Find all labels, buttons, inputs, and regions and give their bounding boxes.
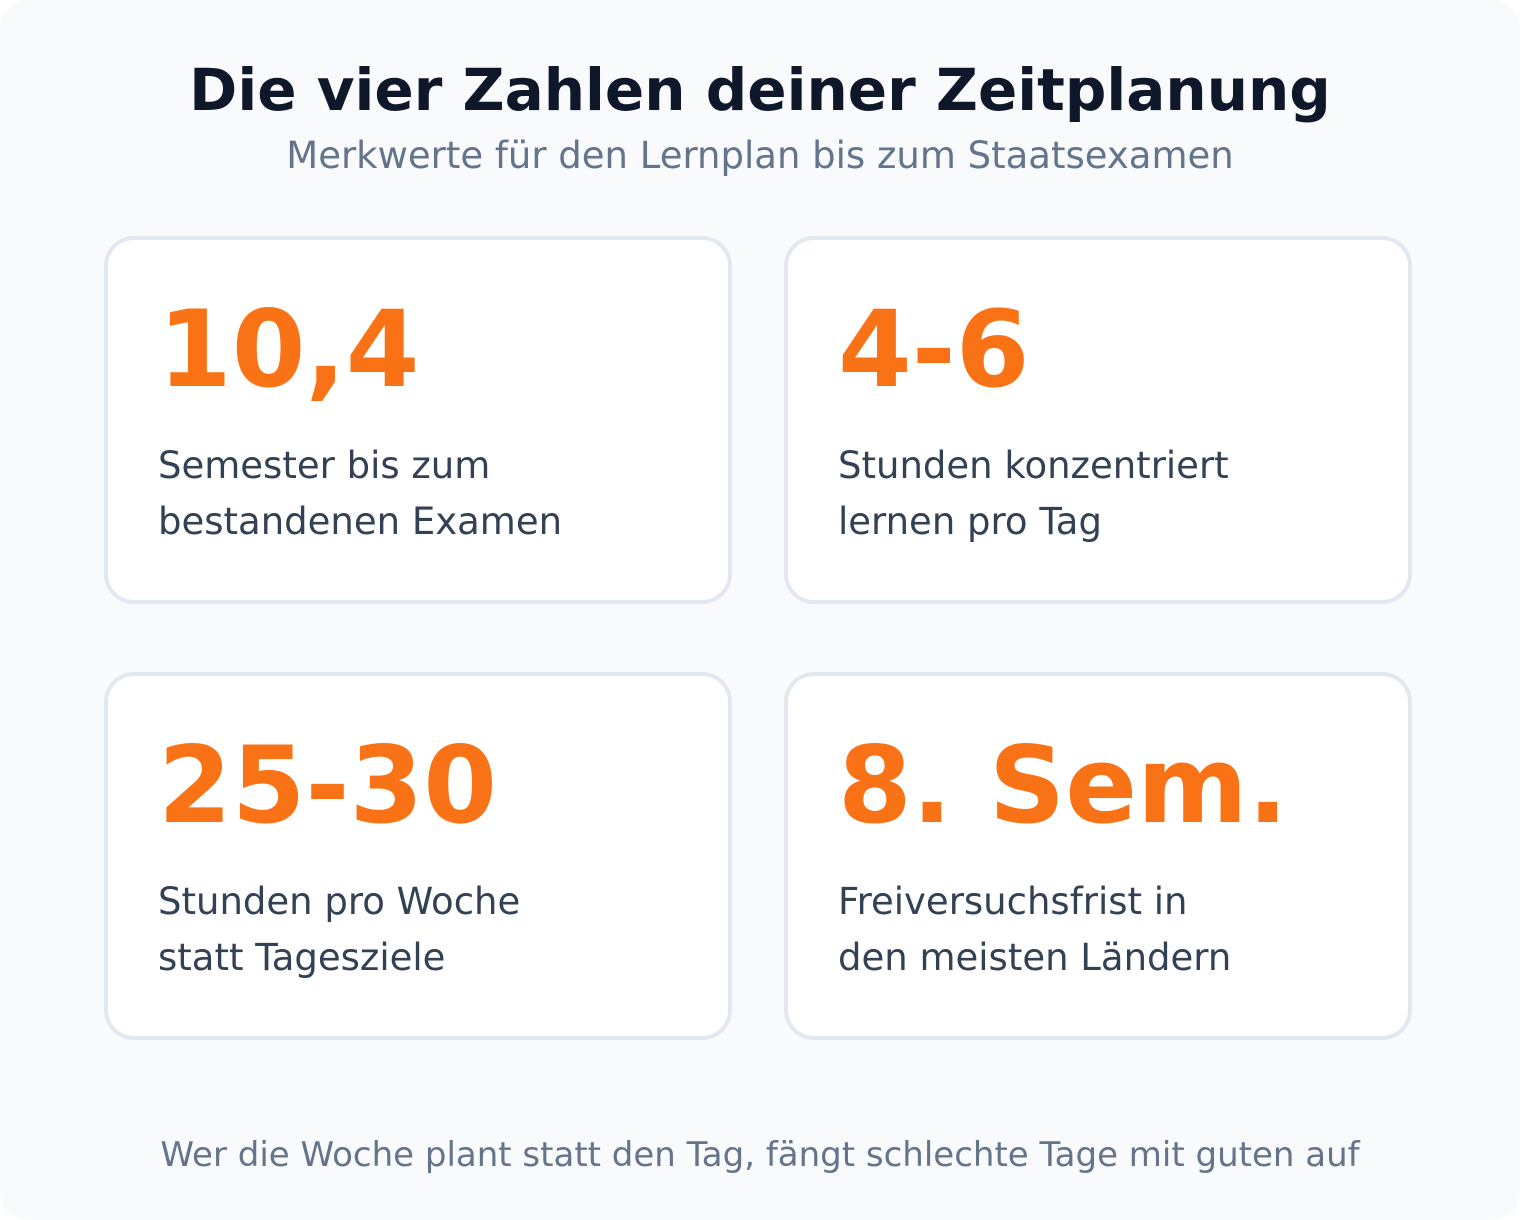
stat-value: 4-6	[838, 288, 1030, 411]
stat-label-line: den meisten Ländern	[838, 936, 1232, 979]
stat-value: 8. Sem.	[838, 724, 1288, 847]
stat-card-weekly-hours: 25-30 Stunden pro Woche statt Tagesziele	[104, 672, 732, 1040]
page-subtitle: Merkwerte für den Lernplan bis zum Staat…	[286, 134, 1234, 177]
stat-label: Semester bis zum bestandenen Examen	[158, 438, 678, 550]
stat-label-line: Stunden konzentriert	[838, 444, 1229, 487]
stat-label-line: bestandenen Examen	[158, 500, 563, 543]
stat-label-line: Semester bis zum	[158, 444, 491, 487]
stat-label-line: lernen pro Tag	[838, 500, 1102, 543]
stat-card-free-attempt: 8. Sem. Freiversuchsfrist in den meisten…	[784, 672, 1412, 1040]
stat-value: 25-30	[158, 724, 498, 847]
stat-label-line: statt Tagesziele	[158, 936, 446, 979]
page-title: Die vier Zahlen deiner Zeitplanung	[189, 56, 1331, 124]
stat-label-line: Stunden pro Woche	[158, 880, 521, 923]
stat-label: Stunden konzentriert lernen pro Tag	[838, 438, 1358, 550]
stat-label-line: Freiversuchsfrist in	[838, 880, 1188, 923]
stat-label: Stunden pro Woche statt Tagesziele	[158, 874, 678, 986]
stat-label: Freiversuchsfrist in den meisten Ländern	[838, 874, 1358, 986]
stat-value: 10,4	[158, 288, 420, 411]
stat-card-semester: 10,4 Semester bis zum bestandenen Examen	[104, 236, 732, 604]
footer-note: Wer die Woche plant statt den Tag, fängt…	[160, 1135, 1360, 1175]
stat-card-daily-hours: 4-6 Stunden konzentriert lernen pro Tag	[784, 236, 1412, 604]
